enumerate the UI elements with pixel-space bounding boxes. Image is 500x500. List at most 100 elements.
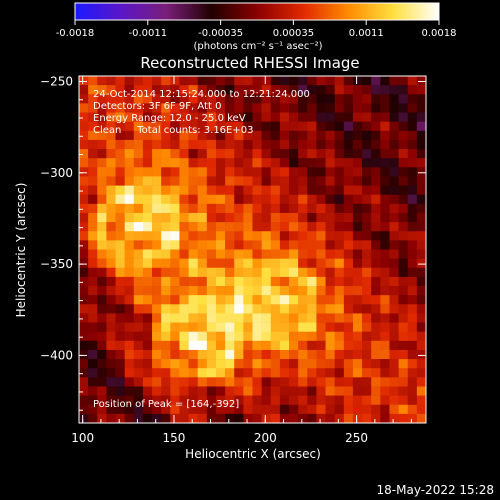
heatmap-cell <box>88 258 98 269</box>
heatmap-cell <box>407 258 418 269</box>
heatmap-cell <box>398 167 409 177</box>
heatmap-cell <box>398 249 409 259</box>
heatmap-cell <box>252 368 262 378</box>
heatmap-cell <box>334 377 345 387</box>
heatmap-cell <box>225 121 235 132</box>
heatmap-cell <box>307 121 317 132</box>
heatmap-cell <box>325 76 335 86</box>
heatmap-cell <box>289 85 299 95</box>
heatmap-cell <box>106 76 116 86</box>
heatmap-cell <box>325 258 335 269</box>
heatmap-cell <box>398 194 409 205</box>
heatmap-cell <box>142 404 153 415</box>
heatmap-cell <box>307 103 317 113</box>
heatmap-cell <box>88 240 98 250</box>
heatmap-cell <box>398 112 409 122</box>
heatmap-cell <box>416 76 427 86</box>
heatmap-cell <box>225 386 235 396</box>
heatmap-cell <box>352 212 363 223</box>
heatmap-cell <box>298 231 308 241</box>
heatmap-cell <box>270 331 281 342</box>
heatmap-cell <box>188 413 199 424</box>
heatmap-cell <box>88 130 98 141</box>
heatmap-cell <box>343 404 354 415</box>
heatmap-cell <box>289 240 299 250</box>
heatmap-cell <box>88 158 98 168</box>
heatmap-cell <box>142 240 153 250</box>
heatmap-cell <box>79 349 89 360</box>
heatmap-cell <box>234 267 244 278</box>
heatmap-cell <box>106 94 116 104</box>
heatmap-cell <box>362 368 372 378</box>
heatmap-cell <box>170 340 180 351</box>
heatmap-cell <box>79 413 89 424</box>
heatmap-cell <box>325 240 335 250</box>
heatmap-cell <box>225 167 235 177</box>
heatmap-cell <box>142 94 153 104</box>
heatmap-cell <box>106 85 116 95</box>
heatmap-cell <box>298 240 308 250</box>
heatmap-cell <box>407 404 418 415</box>
heatmap-cell <box>252 304 262 314</box>
heatmap-cell <box>316 130 326 141</box>
heatmap-cell <box>79 212 89 223</box>
heatmap-cell <box>225 176 235 186</box>
heatmap-cell <box>371 130 381 141</box>
heatmap-cell <box>179 286 189 296</box>
heatmap-cell <box>88 395 98 406</box>
heatmap-cell <box>215 276 226 287</box>
heatmap-cell <box>234 340 244 351</box>
heatmap-cell <box>215 404 226 415</box>
heatmap-cell <box>261 331 272 342</box>
heatmap-cell <box>371 322 381 332</box>
heatmap-cell <box>398 368 409 378</box>
heatmap-cell <box>152 258 162 269</box>
heatmap-cell <box>197 112 208 122</box>
heatmap-cell <box>362 139 372 150</box>
heatmap-cell <box>97 404 107 415</box>
heatmap-cell <box>316 139 326 150</box>
heatmap-cell <box>142 85 153 95</box>
heatmap-cell <box>362 176 372 186</box>
heatmap-cell <box>352 240 363 250</box>
heatmap-cell <box>97 286 107 296</box>
heatmap-cell <box>79 322 89 332</box>
heatmap-cell <box>316 295 326 305</box>
heatmap-cell <box>124 167 135 177</box>
heatmap-cell <box>188 313 199 323</box>
heatmap-cell <box>115 176 125 186</box>
heatmap-cell <box>325 185 335 196</box>
heatmap-cell <box>234 158 244 168</box>
heatmap-cell <box>289 139 299 150</box>
heatmap-cell <box>362 94 372 104</box>
heatmap-cell <box>152 158 162 168</box>
heatmap-cell <box>142 203 153 214</box>
heatmap-cell <box>298 76 308 86</box>
heatmap-cell <box>188 203 199 214</box>
heatmap-cell <box>234 76 244 86</box>
heatmap-cell <box>170 322 180 332</box>
heatmap-cell <box>352 276 363 287</box>
heatmap-cell <box>334 203 345 214</box>
heatmap-cell <box>225 222 235 232</box>
heatmap-cell <box>352 231 363 241</box>
heatmap-cell <box>416 149 427 159</box>
heatmap-cell <box>152 368 162 378</box>
heatmap-cell <box>398 413 409 424</box>
heatmap-cell <box>362 185 372 196</box>
heatmap-cell <box>416 313 427 323</box>
heatmap-cell <box>133 386 144 396</box>
heatmap-cell <box>161 249 171 259</box>
heatmap-cell <box>407 340 418 351</box>
heatmap-cell <box>115 185 125 196</box>
heatmap-cell <box>261 377 272 387</box>
heatmap-cell <box>389 167 399 177</box>
heatmap-cell <box>225 258 235 269</box>
heatmap-cell <box>97 322 107 332</box>
heatmap-cell <box>389 322 399 332</box>
heatmap-cell <box>97 304 107 314</box>
heatmap-cell <box>371 112 381 122</box>
heatmap-cell <box>97 249 107 259</box>
heatmap-cell <box>371 139 381 150</box>
heatmap-cell <box>188 103 199 113</box>
